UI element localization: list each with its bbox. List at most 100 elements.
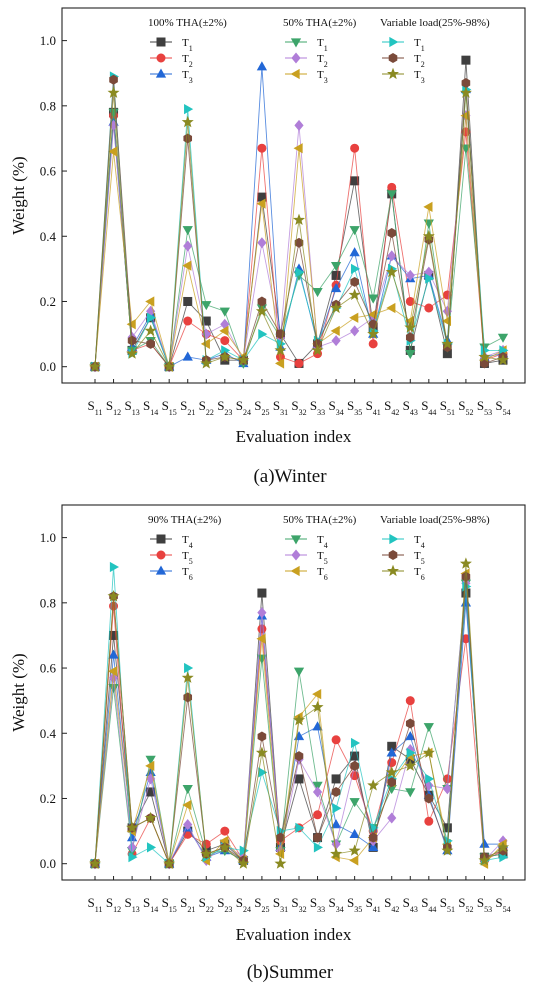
legend-group-title: 50% THA(±2%): [283, 17, 357, 29]
data-point: [331, 786, 341, 797]
data-point: [144, 811, 157, 824]
x-tick-label: S41: [366, 398, 381, 417]
x-tick-label: S25: [254, 895, 269, 914]
x-tick-label: S53: [477, 398, 492, 417]
data-point: [293, 713, 305, 726]
data-point: [183, 133, 193, 144]
y-tick-label: 0.8: [40, 98, 56, 113]
data-point: [181, 671, 194, 683]
data-point: [459, 86, 472, 98]
data-point: [405, 269, 415, 281]
data-point: [387, 812, 397, 824]
data-point: [108, 649, 119, 659]
data-point: [145, 296, 155, 307]
x-tick-label: S14: [143, 398, 158, 417]
data-point: [294, 358, 304, 368]
legend-marker: [290, 38, 302, 48]
data-point: [350, 263, 361, 275]
x-tick-label: S32: [291, 895, 306, 914]
y-tick-label: 0.2: [40, 791, 56, 806]
x-tick-label: S11: [88, 398, 103, 417]
data-point: [461, 55, 471, 65]
data-point: [478, 854, 491, 866]
y-tick-label: 0.6: [40, 164, 57, 179]
data-point: [128, 852, 138, 863]
x-tick-label: S34: [328, 398, 343, 417]
data-point: [126, 347, 139, 359]
legend-marker: [291, 52, 301, 64]
data-point: [350, 751, 360, 761]
data-point: [294, 751, 304, 762]
data-point: [109, 74, 118, 85]
x-tick-label: S13: [124, 895, 139, 914]
data-point: [145, 760, 155, 772]
legend-marker: [155, 565, 167, 575]
data-point: [313, 832, 322, 843]
legend-label: T4: [414, 534, 425, 550]
data-point: [108, 146, 118, 157]
data-point: [146, 842, 157, 853]
data-point: [387, 228, 397, 238]
data-point: [163, 360, 176, 372]
x-tick-label: S31: [273, 398, 288, 417]
data-point: [126, 821, 139, 833]
data-point: [330, 325, 340, 336]
x-tick-label: S23: [217, 398, 232, 417]
data-point: [145, 755, 156, 765]
data-point: [460, 597, 472, 607]
data-point: [348, 844, 361, 856]
data-point: [405, 332, 415, 343]
y-tick-label: 0.0: [40, 856, 56, 871]
data-point: [313, 810, 323, 820]
data-point: [350, 143, 360, 153]
data-point: [293, 143, 303, 154]
data-point: [275, 358, 285, 369]
data-point: [348, 288, 361, 301]
x-tick-label: S14: [143, 895, 158, 914]
data-point: [349, 828, 360, 839]
data-point: [330, 301, 343, 314]
data-point: [385, 766, 398, 778]
x-tick-label: S42: [384, 398, 399, 417]
data-point: [256, 198, 266, 209]
x-tick-label: S22: [199, 398, 214, 417]
x-tick-label: S13: [124, 398, 139, 417]
legend-group-title: 50% THA(±2%): [283, 514, 357, 526]
x-tick-label: S15: [162, 398, 177, 417]
data-point: [441, 337, 454, 349]
data-point: [331, 270, 341, 280]
panel-caption: (b)Summer: [247, 962, 334, 983]
x-tick-label: S54: [495, 398, 510, 417]
x-tick-label: S24: [236, 398, 251, 417]
data-point: [406, 747, 416, 758]
x-tick-label: S35: [347, 895, 362, 914]
legend-label: T4: [182, 534, 193, 550]
data-point: [424, 793, 434, 804]
data-point: [256, 654, 268, 664]
x-tick-label: S43: [403, 895, 418, 914]
data-point: [89, 857, 101, 869]
data-point: [311, 344, 324, 356]
x-tick-label: S23: [217, 895, 232, 914]
data-point: [405, 731, 416, 741]
series-T6-group2: [89, 557, 509, 869]
data-point: [257, 588, 267, 598]
data-point: [461, 571, 471, 582]
data-point: [220, 826, 230, 836]
data-point: [368, 339, 378, 349]
data-point: [367, 327, 380, 340]
x-tick-label: S25: [254, 398, 269, 417]
y-axis-label: Weight (%): [9, 653, 28, 731]
legend-group-title: Variable load(25%-98%): [380, 17, 490, 29]
data-point: [274, 344, 287, 356]
legend-label: T2: [414, 53, 425, 69]
x-tick-label: S22: [199, 895, 214, 914]
data-point: [405, 788, 416, 798]
data-point: [181, 115, 194, 128]
legend-label: T2: [182, 53, 193, 69]
legend-marker: [290, 565, 300, 577]
data-point: [311, 700, 324, 713]
